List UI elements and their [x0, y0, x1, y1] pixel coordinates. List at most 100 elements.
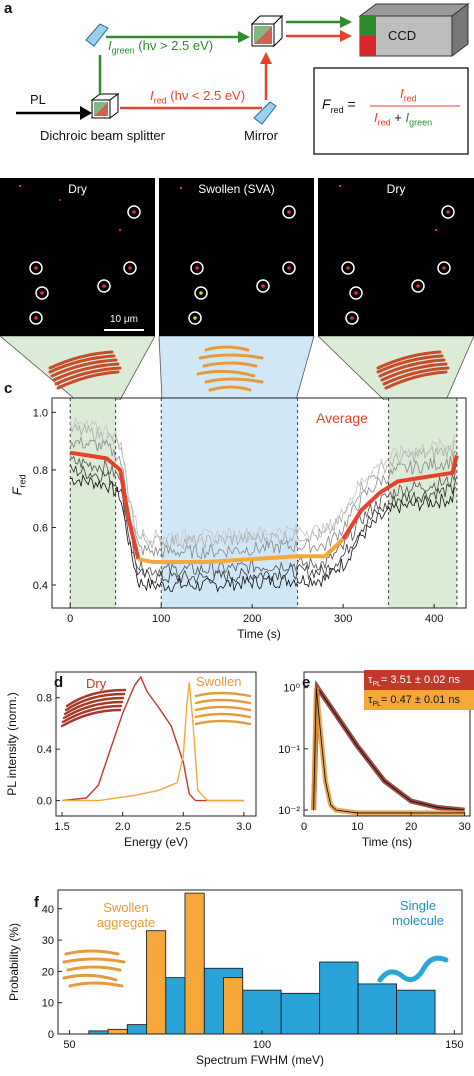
chart-f-ytick-label: 0 [48, 1029, 54, 1041]
image-dry-1-label: Dry [68, 182, 87, 196]
chart-e: 0 10 20 30 10⁻² 10⁻¹ 10⁰ Time (ns) [278, 671, 471, 849]
decay-data-1 [313, 686, 465, 811]
single-trace [69, 436, 457, 560]
ccd-label: CCD [388, 28, 417, 43]
chart-f-ylabel: Probability (%) [7, 923, 21, 1001]
dry-strand [61, 704, 123, 724]
chart-d-ytick-label: 0.0 [37, 796, 52, 808]
chart-c-ytick-label: 1.0 [33, 407, 48, 419]
chart-d-xtick-label: 3.0 [236, 821, 251, 833]
image-swollen-label: Swollen (SVA) [198, 182, 275, 196]
dichroic-label: Dichroic beam splitter [40, 128, 165, 143]
average-line-dry [69, 450, 141, 560]
chart-f-ytick-label: 30 [42, 935, 54, 947]
chart-c-ytick-label: 0.8 [33, 465, 48, 477]
chart-f-xlabel: Spectrum FWHM (meV) [196, 1053, 324, 1067]
chart-c-xtick-label: 0 [67, 613, 73, 625]
average-line-recovered [341, 454, 459, 541]
single-trace [69, 455, 457, 578]
chart-c-xtick-label: 100 [152, 613, 170, 625]
dry-label: Dry [86, 676, 107, 691]
spectrum-dry [62, 675, 244, 802]
chart-f-xtick-label: 50 [63, 1039, 75, 1051]
chart-c-ytick-label: 0.4 [33, 580, 48, 592]
chart-f: 50 100 150 0 10 20 30 40 Spectrum FWHM (meV) Prob… [7, 889, 463, 1067]
single-molecule-bar [396, 989, 436, 1035]
chart-d-xlabel: Energy (eV) [124, 835, 188, 849]
chart-f-xtick-label: 150 [445, 1039, 463, 1051]
panel-e-letter: e [302, 674, 311, 691]
single-molecule-bar [357, 983, 397, 1035]
dichroic-cube [90, 93, 120, 119]
swollen-strand [194, 719, 252, 726]
single-molecule-bar [280, 992, 321, 1035]
panel-a-diagram [16, 3, 470, 155]
panel-f-letter: f [34, 894, 39, 911]
image-dry-1: Dry 10 μm [0, 178, 155, 336]
chart-d-ytick-label: 0.8 [37, 693, 52, 705]
chart-d-ylabel: PL intensity (norm.) [5, 692, 19, 796]
chart-d-ytick-label: 0.4 [37, 744, 52, 756]
chart-e-xtick-label: 0 [301, 821, 307, 833]
panel-b-c-connectors [0, 336, 474, 400]
formula-numerator: Ired [400, 86, 417, 104]
chart-e-xtick-label: 10 [351, 821, 363, 833]
single-trace [69, 416, 457, 544]
swollen-strand [194, 691, 252, 698]
dry-strand [63, 696, 125, 716]
image-dry-2: Dry [318, 178, 474, 336]
dry-bundle-illustration [60, 688, 127, 728]
chart-e-xlabel: Time (ns) [362, 835, 412, 849]
average-line-swollen [137, 537, 345, 564]
pl-label: PL [30, 92, 46, 107]
swollen-aggregate-bar [146, 930, 167, 1035]
average-label: Average [316, 410, 368, 426]
formula-lhs: Fred = [322, 96, 356, 115]
chart-c-xlabel: Time (s) [237, 627, 281, 641]
chart-c-xtick-label: 200 [243, 613, 261, 625]
decay-data-2 [313, 687, 465, 814]
chart-c: 0 100 200 300 400 0.4 0.6 0.8 1.0 Time (s) [33, 397, 467, 641]
swollen-aggregate-label: Swollen aggregate [96, 900, 156, 930]
swollen-label: Swollen [196, 674, 242, 689]
chart-e-xtick-label: 20 [405, 821, 417, 833]
chart-f-xtick-label: 100 [253, 1039, 271, 1051]
spectrum-swollen [62, 682, 244, 802]
chart-d-frame [55, 671, 257, 817]
image-dry-2-label: Dry [386, 182, 406, 196]
chart-d-xtick-label: 2.0 [115, 821, 130, 833]
chart-d: 1.5 2.0 2.5 3.0 0.0 0.4 0.8 Energy (eV) PL inten… [5, 671, 257, 849]
chart-f-ytick-label: 10 [42, 998, 54, 1010]
swollen-strand [194, 698, 252, 705]
single-trace [69, 422, 457, 550]
chart-c-xtick-label: 400 [425, 613, 443, 625]
single-molecule-bar [242, 989, 282, 1035]
panel-a-letter: a [4, 0, 13, 17]
dry-strand [62, 700, 124, 720]
chart-e-ytick-label: 10⁻¹ [278, 744, 300, 756]
i-green-label: Igreen (hν > 2.5 eV) [108, 38, 214, 56]
shaded-region [161, 398, 298, 608]
scalebar-label: 10 μm [110, 314, 138, 325]
swollen-strand [194, 712, 252, 719]
image-swollen: Swollen (SVA) [159, 178, 314, 336]
chart-e-ytick-label: 10⁰ [283, 683, 300, 695]
chart-d-xtick-label: 1.5 [54, 821, 69, 833]
swollen-strands-illustration [194, 691, 252, 726]
chart-f-frame [57, 889, 463, 1035]
chart-c-ylabel: Fred [9, 474, 28, 496]
swollen-aggregate-bar [107, 1028, 128, 1035]
dry-strand [65, 688, 127, 708]
tau-1-label: τPL= 3.51 ± 0.02 ns [364, 670, 474, 690]
swollen-strand [194, 705, 252, 712]
tau-2-label: τPL= 0.47 ± 0.01 ns [364, 690, 474, 710]
swollen-strands-illustration [62, 949, 126, 988]
panel-c-letter: c [4, 380, 13, 397]
single-chain-illustration [377, 955, 449, 983]
mirror-label: Mirror [244, 128, 278, 143]
chart-c-ytick-label: 0.6 [33, 522, 48, 534]
chart-c-frame [51, 397, 467, 609]
chart-e-xtick-label: 30 [459, 821, 471, 833]
chart-c-xtick-label: 300 [334, 613, 352, 625]
swollen-aggregate-bar [184, 892, 205, 1035]
